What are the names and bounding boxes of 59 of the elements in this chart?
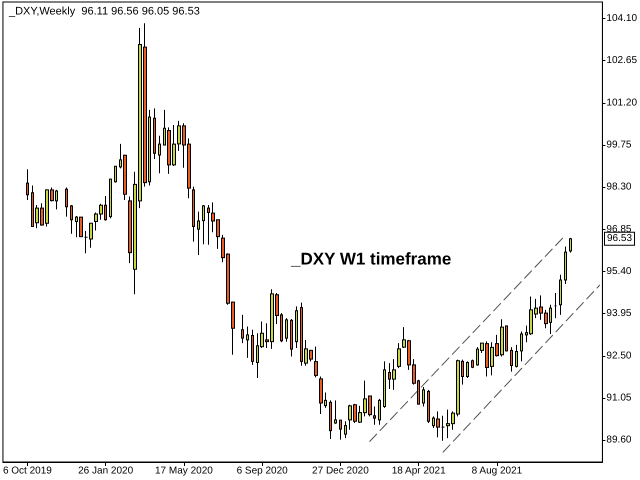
candlestick bbox=[569, 237, 572, 254]
candlestick bbox=[466, 360, 469, 378]
candlestick bbox=[192, 186, 195, 242]
candlestick bbox=[334, 400, 337, 424]
candlestick bbox=[378, 398, 381, 426]
candlestick bbox=[26, 168, 29, 201]
candlestick bbox=[314, 346, 318, 378]
x-tick-label: 18 Apr 2021 bbox=[392, 466, 446, 476]
candlestick bbox=[373, 406, 376, 426]
y-tick-label: 92.50 bbox=[606, 350, 632, 362]
x-tick-label: 6 Sep 2020 bbox=[236, 466, 288, 476]
candlestick bbox=[554, 292, 557, 319]
candlestick bbox=[510, 346, 513, 372]
chart-title: _DXY,Weekly 96.11 96.56 96.05 96.53 bbox=[8, 6, 200, 18]
candlestick bbox=[290, 318, 293, 357]
y-tick-label: 98.30 bbox=[606, 182, 632, 193]
y-tick-label: 93.95 bbox=[606, 308, 632, 320]
candlestick bbox=[158, 135, 161, 174]
candlestick bbox=[515, 344, 518, 368]
candlestick bbox=[392, 358, 396, 390]
x-tick-label: 17 May 2020 bbox=[154, 466, 214, 476]
x-tick-label: 6 Oct 2019 bbox=[2, 466, 52, 476]
candlestick bbox=[109, 178, 112, 219]
candlestick bbox=[295, 306, 298, 349]
candlestick bbox=[114, 165, 117, 184]
candlestick bbox=[246, 326, 249, 358]
candlestick bbox=[65, 187, 68, 218]
candlestick bbox=[153, 108, 156, 160]
y-tick-label: 99.75 bbox=[606, 140, 632, 151]
x-tick-label: 8 Aug 2021 bbox=[472, 466, 523, 476]
candlestick bbox=[397, 342, 401, 369]
candlestick bbox=[329, 400, 332, 440]
candlestick bbox=[339, 419, 342, 440]
candlestick bbox=[344, 420, 347, 439]
y-tick-label: 104.10 bbox=[606, 13, 638, 24]
candlestick bbox=[427, 389, 430, 424]
y-tick-label: 95.40 bbox=[606, 266, 632, 278]
candlestick bbox=[383, 360, 386, 408]
y-tick-label: 102.65 bbox=[606, 55, 638, 66]
candlestick bbox=[241, 314, 244, 344]
candlestick bbox=[564, 246, 567, 285]
y-tick-label: 89.60 bbox=[606, 434, 632, 446]
candlestick bbox=[70, 204, 73, 234]
annotation: 96.53 bbox=[607, 233, 632, 244]
x-tick-label: 27 Dec 2020 bbox=[312, 466, 370, 476]
candlestick bbox=[197, 211, 200, 256]
y-tick-label: 101.20 bbox=[606, 97, 638, 108]
candlestick bbox=[520, 330, 523, 362]
candlestick bbox=[251, 329, 254, 366]
candlestick bbox=[285, 318, 288, 342]
y-tick-label: 91.05 bbox=[606, 392, 632, 404]
annotation: _DXY W1 timeframe bbox=[290, 250, 452, 268]
candlestick bbox=[422, 386, 425, 407]
candlestick bbox=[319, 376, 323, 415]
candlestick bbox=[471, 359, 474, 369]
y-tick-label: 96.85 bbox=[606, 224, 632, 235]
x-tick-label: 26 Jan 2020 bbox=[78, 466, 134, 476]
candlestick bbox=[559, 274, 562, 316]
candlestick bbox=[202, 204, 205, 245]
